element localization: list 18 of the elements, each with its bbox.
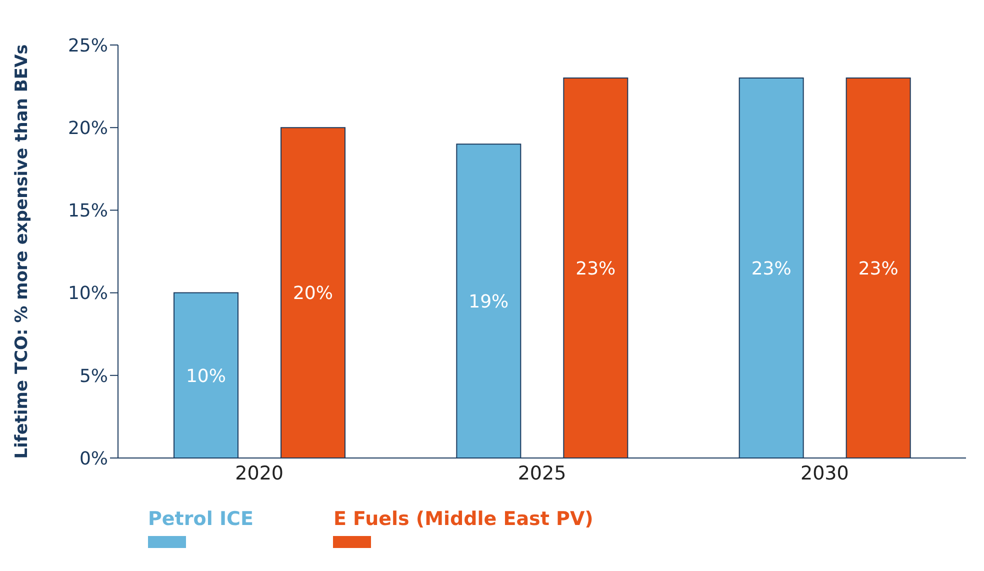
x-tick-label: 2020 xyxy=(235,462,284,484)
y-tick-label: 10% xyxy=(68,283,108,304)
text: 23% xyxy=(576,258,616,280)
y-axis-title: Lifetime TCO: % more expensive than BEVs xyxy=(12,44,32,459)
x-tick-label: 2025 xyxy=(518,462,566,484)
y-tick-label: 5% xyxy=(79,366,108,387)
y-tick-label: 15% xyxy=(68,200,108,222)
text: 19% xyxy=(468,291,509,312)
text: Petrol ICE xyxy=(148,508,254,530)
text: 23% xyxy=(751,258,792,280)
text: 23% xyxy=(858,258,898,280)
x-tick-label: 2030 xyxy=(800,462,849,484)
text: 20% xyxy=(292,283,334,304)
y-tick-label: 25% xyxy=(68,35,108,56)
y-tick-label: 20% xyxy=(68,118,108,139)
text: 10% xyxy=(186,366,226,387)
text: E Fuels (Middle East PV) xyxy=(333,508,594,530)
y-tick-label: 0% xyxy=(79,448,108,470)
